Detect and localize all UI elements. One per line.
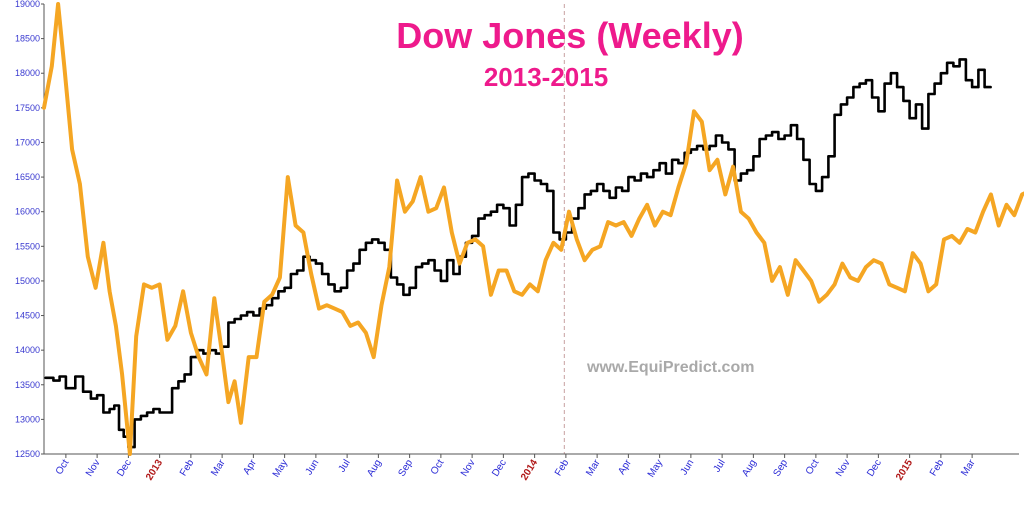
x-tick-label: Jun	[304, 458, 322, 478]
series-1-line	[44, 58, 992, 449]
x-tick-label: Dec	[115, 458, 134, 479]
x-tick-label: May	[271, 458, 290, 480]
x-tick-label: Jul	[712, 458, 728, 475]
x-tick-label: Aug	[365, 458, 384, 479]
x-tick-label: Mar	[959, 457, 978, 478]
x-tick-label: Oct	[54, 458, 72, 477]
x-tick-label: Mar	[209, 457, 228, 478]
x-tick-label: Oct	[804, 458, 822, 477]
y-tick-label: 14000	[15, 345, 40, 355]
y-tick-label: 17500	[15, 103, 40, 113]
x-tick-label: Nov	[459, 458, 478, 479]
y-tick-label: 12500	[15, 449, 40, 459]
watermark: www.EquiPredict.com	[586, 359, 754, 376]
y-tick-label: 16000	[15, 207, 40, 217]
x-tick-label: Oct	[429, 458, 447, 477]
y-tick-label: 19000	[15, 0, 40, 9]
chart-subtitle: 2013-2015	[484, 62, 608, 92]
x-tick-label: Nov	[84, 458, 103, 479]
y-tick-label: 15500	[15, 241, 40, 251]
y-axis: 12500 13000 13500 14000 14500 15000 15500 16000…	[15, 0, 45, 459]
x-tick-label: Aug	[740, 458, 759, 479]
x-tick-label: Mar	[584, 457, 603, 478]
x-tick-label: Feb	[928, 457, 947, 478]
x-tick-label: May	[646, 458, 665, 480]
x-tick-label: Apr	[616, 457, 634, 477]
x-axis: Oct Nov Dec 2013 Feb Mar Apr May Jun Jul Aug Sep Oct…	[44, 453, 1019, 482]
y-tick-label: 15000	[15, 276, 40, 286]
x-tick-label: Sep	[771, 457, 790, 478]
x-tick-label: 2015	[894, 457, 915, 482]
x-tick-label: Dec	[865, 458, 884, 479]
x-tick-label: Jun	[679, 458, 697, 478]
y-tick-label: 18000	[15, 68, 40, 78]
x-tick-label: Dec	[490, 458, 509, 479]
y-tick-label: 13000	[15, 414, 40, 424]
x-tick-label: 2014	[519, 457, 540, 482]
series-layer	[42, 2, 1024, 456]
y-tick-label: 14500	[15, 311, 40, 321]
y-tick-label: 16500	[15, 172, 40, 182]
x-tick-label: Sep	[396, 457, 415, 478]
x-tick-label: Feb	[553, 457, 572, 478]
x-tick-label: Nov	[834, 458, 853, 479]
x-tick-label: Jul	[337, 458, 353, 475]
x-tick-label: 2013	[144, 457, 165, 482]
series-2-line	[42, 2, 1024, 456]
y-tick-label: 18500	[15, 34, 40, 44]
chart-title: Dow Jones (Weekly)	[396, 15, 743, 56]
x-tick-label: Apr	[241, 457, 259, 477]
y-tick-label: 13500	[15, 380, 40, 390]
x-tick-label: Feb	[178, 457, 197, 478]
y-tick-label: 17000	[15, 137, 40, 147]
